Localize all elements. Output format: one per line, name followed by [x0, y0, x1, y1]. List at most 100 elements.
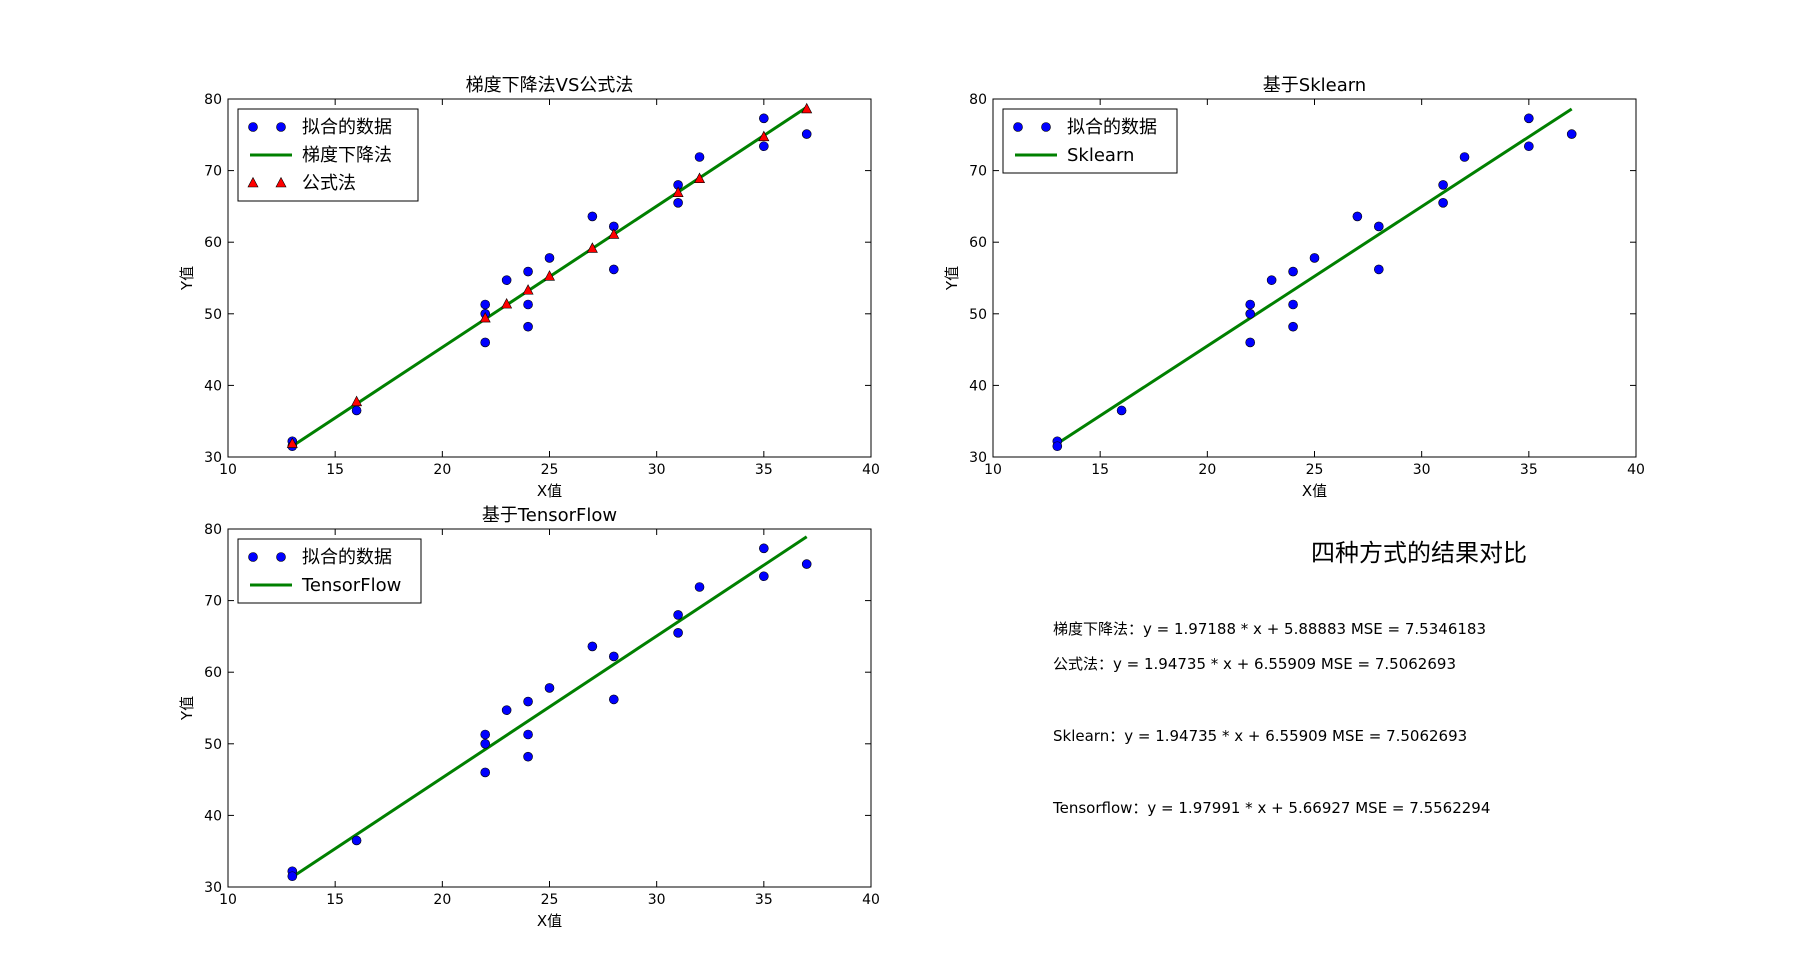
x-axis-label: X值	[537, 482, 562, 500]
data-point	[759, 141, 769, 152]
data-point	[480, 738, 491, 749]
data-point	[1288, 321, 1298, 332]
formula-point	[522, 284, 534, 295]
legend-marker	[247, 176, 259, 188]
legend-marker	[275, 176, 287, 188]
x-tick-label: 10	[219, 462, 237, 478]
data-point	[351, 835, 362, 846]
y-tick-label: 40	[204, 808, 222, 824]
y-tick-label: 40	[969, 378, 987, 394]
legend-label: Sklearn	[1067, 145, 1134, 166]
formula-point	[801, 102, 813, 114]
data-point	[523, 321, 533, 332]
chart-panel-3: 基于TensorFlow 10 15 20 25 30 35 40 30 40 50 60 70 80 X值…	[178, 505, 880, 930]
x-tick-label: 15	[326, 892, 344, 908]
x-tick-label: 30	[648, 462, 666, 478]
chart-panel-2: 基于Sklearn 10 15 20 25 30 35 40 30 40 50 60 70 80 X值 Y值 拟…	[943, 75, 1645, 500]
y-tick-label: 80	[204, 522, 222, 538]
comparison-line: 梯度下降法：y = 1.97188 * x + 5.88883 MSE = 7.…	[1053, 620, 1486, 638]
data-point	[1116, 405, 1127, 416]
data-point	[1309, 253, 1320, 263]
data-point	[694, 152, 705, 162]
data-point	[1288, 266, 1298, 277]
data-point	[523, 751, 533, 762]
y-tick-label: 30	[204, 450, 222, 466]
y-tick-label: 50	[204, 307, 222, 323]
x-axis-label: X值	[1302, 482, 1327, 500]
data-point	[608, 694, 619, 705]
data-point	[523, 729, 533, 740]
legend: 拟合的数据 TensorFlow	[237, 538, 422, 604]
data-point	[1352, 211, 1363, 222]
formula-point	[501, 297, 513, 309]
legend-label: 梯度下降法	[302, 145, 392, 166]
y-tick-label: 80	[204, 92, 222, 108]
legend-label: 拟合的数据	[302, 547, 392, 568]
legend-marker	[1041, 122, 1051, 132]
legend-marker	[276, 552, 286, 562]
data-point	[1245, 308, 1255, 319]
chart-title: 基于TensorFlow	[482, 505, 617, 526]
data-point	[1266, 275, 1277, 285]
y-tick-label: 60	[204, 665, 222, 681]
data-point	[673, 610, 683, 620]
data-point	[759, 571, 769, 582]
x-axis-label: X值	[537, 912, 562, 930]
legend-marker	[276, 122, 286, 132]
legend-box	[237, 538, 422, 604]
y-tick-label: 50	[969, 307, 987, 323]
formula-point	[672, 186, 684, 197]
x-tick-label: 20	[433, 462, 451, 478]
data-point	[1438, 198, 1448, 208]
fit-line-Sklearn	[1056, 107, 1573, 445]
data-point	[523, 696, 533, 707]
data-point	[801, 559, 812, 569]
legend-marker	[248, 552, 258, 562]
data-point	[501, 275, 512, 285]
data-point	[1245, 299, 1255, 310]
x-tick-label: 25	[541, 892, 559, 908]
comparison-line: Tensorflow：y = 1.97991 * x + 5.66927 MSE…	[1052, 799, 1490, 817]
x-tick-label: 10	[219, 892, 237, 908]
data-point	[587, 641, 598, 652]
chart-panel-1: 梯度下降法VS公式法 10 15 20 25 30 35 40 30 40 50 60 70 80 X值 Y值…	[178, 75, 880, 500]
formula-point	[586, 242, 598, 253]
data-point	[1524, 113, 1534, 124]
legend-box	[1002, 108, 1178, 174]
data-point	[1459, 152, 1470, 162]
legend-marker	[248, 122, 258, 132]
y-axis-label: Y值	[943, 266, 961, 291]
y-tick-label: 60	[204, 235, 222, 251]
legend-label: TensorFlow	[301, 575, 401, 596]
data-point	[1245, 337, 1255, 348]
data-point	[1374, 264, 1384, 275]
data-point	[1566, 129, 1577, 139]
data-point	[587, 211, 598, 222]
x-tick-label: 25	[541, 462, 559, 478]
x-tick-label: 40	[862, 462, 880, 478]
data-point	[480, 767, 491, 778]
data-point	[523, 299, 533, 310]
data-point	[1524, 141, 1534, 152]
comparison-title: 四种方式的结果对比	[1311, 539, 1527, 567]
x-tick-label: 30	[648, 892, 666, 908]
formula-point	[544, 270, 555, 281]
fit-line-TensorFlow	[291, 535, 808, 879]
formula-point	[351, 395, 363, 407]
x-tick-label: 35	[755, 462, 773, 478]
legend-label: 拟合的数据	[1067, 117, 1157, 138]
comparison-line: Sklearn：y = 1.94735 * x + 6.55909 MSE = …	[1053, 727, 1467, 745]
formula-point	[479, 311, 491, 323]
x-tick-label: 20	[1198, 462, 1216, 478]
data-point	[608, 651, 619, 662]
y-tick-label: 30	[969, 450, 987, 466]
y-axis-label: Y值	[178, 266, 196, 291]
formula-point	[694, 172, 706, 183]
y-tick-label: 70	[969, 164, 987, 180]
x-tick-label: 35	[1520, 462, 1538, 478]
x-tick-label: 40	[862, 892, 880, 908]
formula-point	[286, 437, 298, 448]
x-tick-label: 40	[1627, 462, 1645, 478]
data-point	[759, 543, 769, 554]
